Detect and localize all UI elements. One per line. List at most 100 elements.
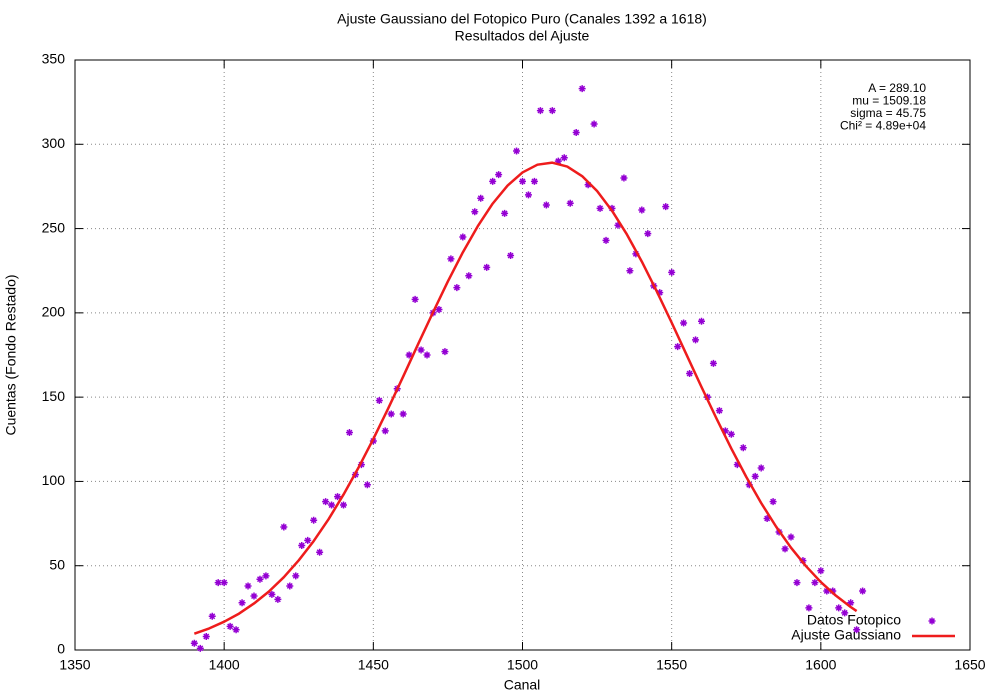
annotation: mu = 1509.18 bbox=[852, 94, 926, 108]
data-point bbox=[614, 221, 622, 229]
data-point bbox=[226, 622, 234, 630]
data-point bbox=[698, 317, 705, 325]
x-tick-label: 1650 bbox=[954, 657, 985, 673]
data-point bbox=[435, 305, 443, 313]
data-point bbox=[292, 572, 300, 580]
data-point bbox=[507, 252, 515, 260]
data-point bbox=[345, 429, 353, 437]
data-point bbox=[244, 582, 252, 590]
data-point bbox=[399, 410, 407, 418]
data-point bbox=[196, 644, 204, 652]
x-tick-label: 1400 bbox=[209, 657, 240, 673]
data-point bbox=[363, 481, 371, 489]
plot-frame bbox=[74, 59, 971, 651]
data-point bbox=[608, 204, 616, 212]
y-tick-label: 350 bbox=[42, 51, 66, 67]
data-point bbox=[787, 533, 795, 541]
data-point bbox=[757, 464, 765, 472]
data-point bbox=[781, 545, 789, 553]
data-point bbox=[602, 236, 610, 244]
data-point bbox=[560, 154, 568, 162]
x-tick-label: 1550 bbox=[656, 657, 687, 673]
data-point bbox=[501, 209, 509, 217]
x-tick-label: 1350 bbox=[59, 657, 90, 673]
data-point bbox=[304, 536, 312, 544]
data-point bbox=[238, 599, 246, 607]
data-point bbox=[596, 204, 604, 212]
y-tick-label: 200 bbox=[42, 304, 66, 320]
data-point bbox=[584, 181, 592, 189]
data-point bbox=[310, 516, 318, 524]
data-point bbox=[405, 351, 413, 359]
data-point bbox=[745, 481, 753, 489]
data-point bbox=[250, 592, 258, 600]
data-point bbox=[709, 359, 717, 367]
data-point bbox=[626, 267, 634, 275]
x-tick-label: 1500 bbox=[507, 657, 538, 673]
data-point bbox=[286, 582, 294, 590]
data-point bbox=[727, 430, 735, 438]
data-point bbox=[751, 472, 759, 480]
data-point bbox=[232, 626, 240, 634]
data-point bbox=[513, 147, 521, 155]
data-point bbox=[417, 346, 425, 354]
y-tick-label: 250 bbox=[42, 219, 66, 235]
data-point bbox=[566, 199, 574, 207]
chart-title: Ajuste Gaussiano del Fotopico Puro (Cana… bbox=[337, 11, 707, 27]
data-point bbox=[542, 201, 550, 209]
data-point bbox=[334, 493, 342, 501]
data-point bbox=[841, 609, 849, 617]
data-point bbox=[847, 599, 855, 607]
data-point bbox=[674, 343, 682, 351]
y-tick-label: 150 bbox=[42, 388, 66, 404]
data-point bbox=[835, 604, 843, 612]
data-point bbox=[322, 498, 330, 506]
data-point bbox=[214, 579, 222, 587]
data-point bbox=[208, 612, 216, 620]
data-point bbox=[811, 579, 819, 587]
data-point bbox=[668, 268, 676, 276]
data-point bbox=[530, 177, 538, 185]
annotation: sigma = 45.75 bbox=[850, 106, 926, 120]
data-point bbox=[453, 284, 461, 292]
data-point bbox=[536, 107, 544, 115]
data-point bbox=[715, 407, 723, 415]
data-point bbox=[817, 567, 825, 575]
y-tick-label: 300 bbox=[42, 135, 66, 151]
legend-label: Datos Fotopico bbox=[807, 612, 901, 628]
data-point bbox=[823, 587, 831, 595]
data-point bbox=[853, 626, 861, 634]
data-point bbox=[477, 194, 485, 202]
data-point bbox=[859, 587, 867, 595]
data-point bbox=[769, 498, 777, 506]
y-tick-label: 50 bbox=[49, 556, 65, 572]
data-point bbox=[692, 336, 700, 344]
data-point bbox=[620, 174, 628, 182]
x-tick-label: 1450 bbox=[358, 657, 389, 673]
data-point bbox=[805, 604, 813, 612]
data-point bbox=[686, 370, 694, 378]
annotation: A = 289.10 bbox=[868, 81, 926, 95]
data-point bbox=[590, 120, 598, 128]
x-tick-label: 1600 bbox=[805, 657, 836, 673]
data-point bbox=[763, 515, 771, 523]
legend-label: Ajuste Gaussiano bbox=[791, 627, 901, 643]
data-point bbox=[662, 203, 670, 211]
data-point bbox=[423, 351, 431, 359]
y-tick-label: 0 bbox=[57, 641, 65, 657]
data-point bbox=[733, 461, 741, 469]
data-point bbox=[441, 348, 449, 356]
data-point bbox=[274, 595, 282, 603]
data-point bbox=[411, 295, 419, 303]
data-point bbox=[459, 233, 467, 241]
data-point bbox=[381, 427, 389, 435]
data-point bbox=[680, 319, 688, 327]
chart-subtitle: Resultados del Ajuste bbox=[455, 28, 590, 44]
data-point bbox=[328, 501, 336, 509]
data-point bbox=[578, 85, 586, 93]
data-point bbox=[262, 572, 270, 580]
data-point bbox=[387, 410, 395, 418]
data-point bbox=[524, 191, 532, 199]
data-point bbox=[483, 263, 491, 271]
